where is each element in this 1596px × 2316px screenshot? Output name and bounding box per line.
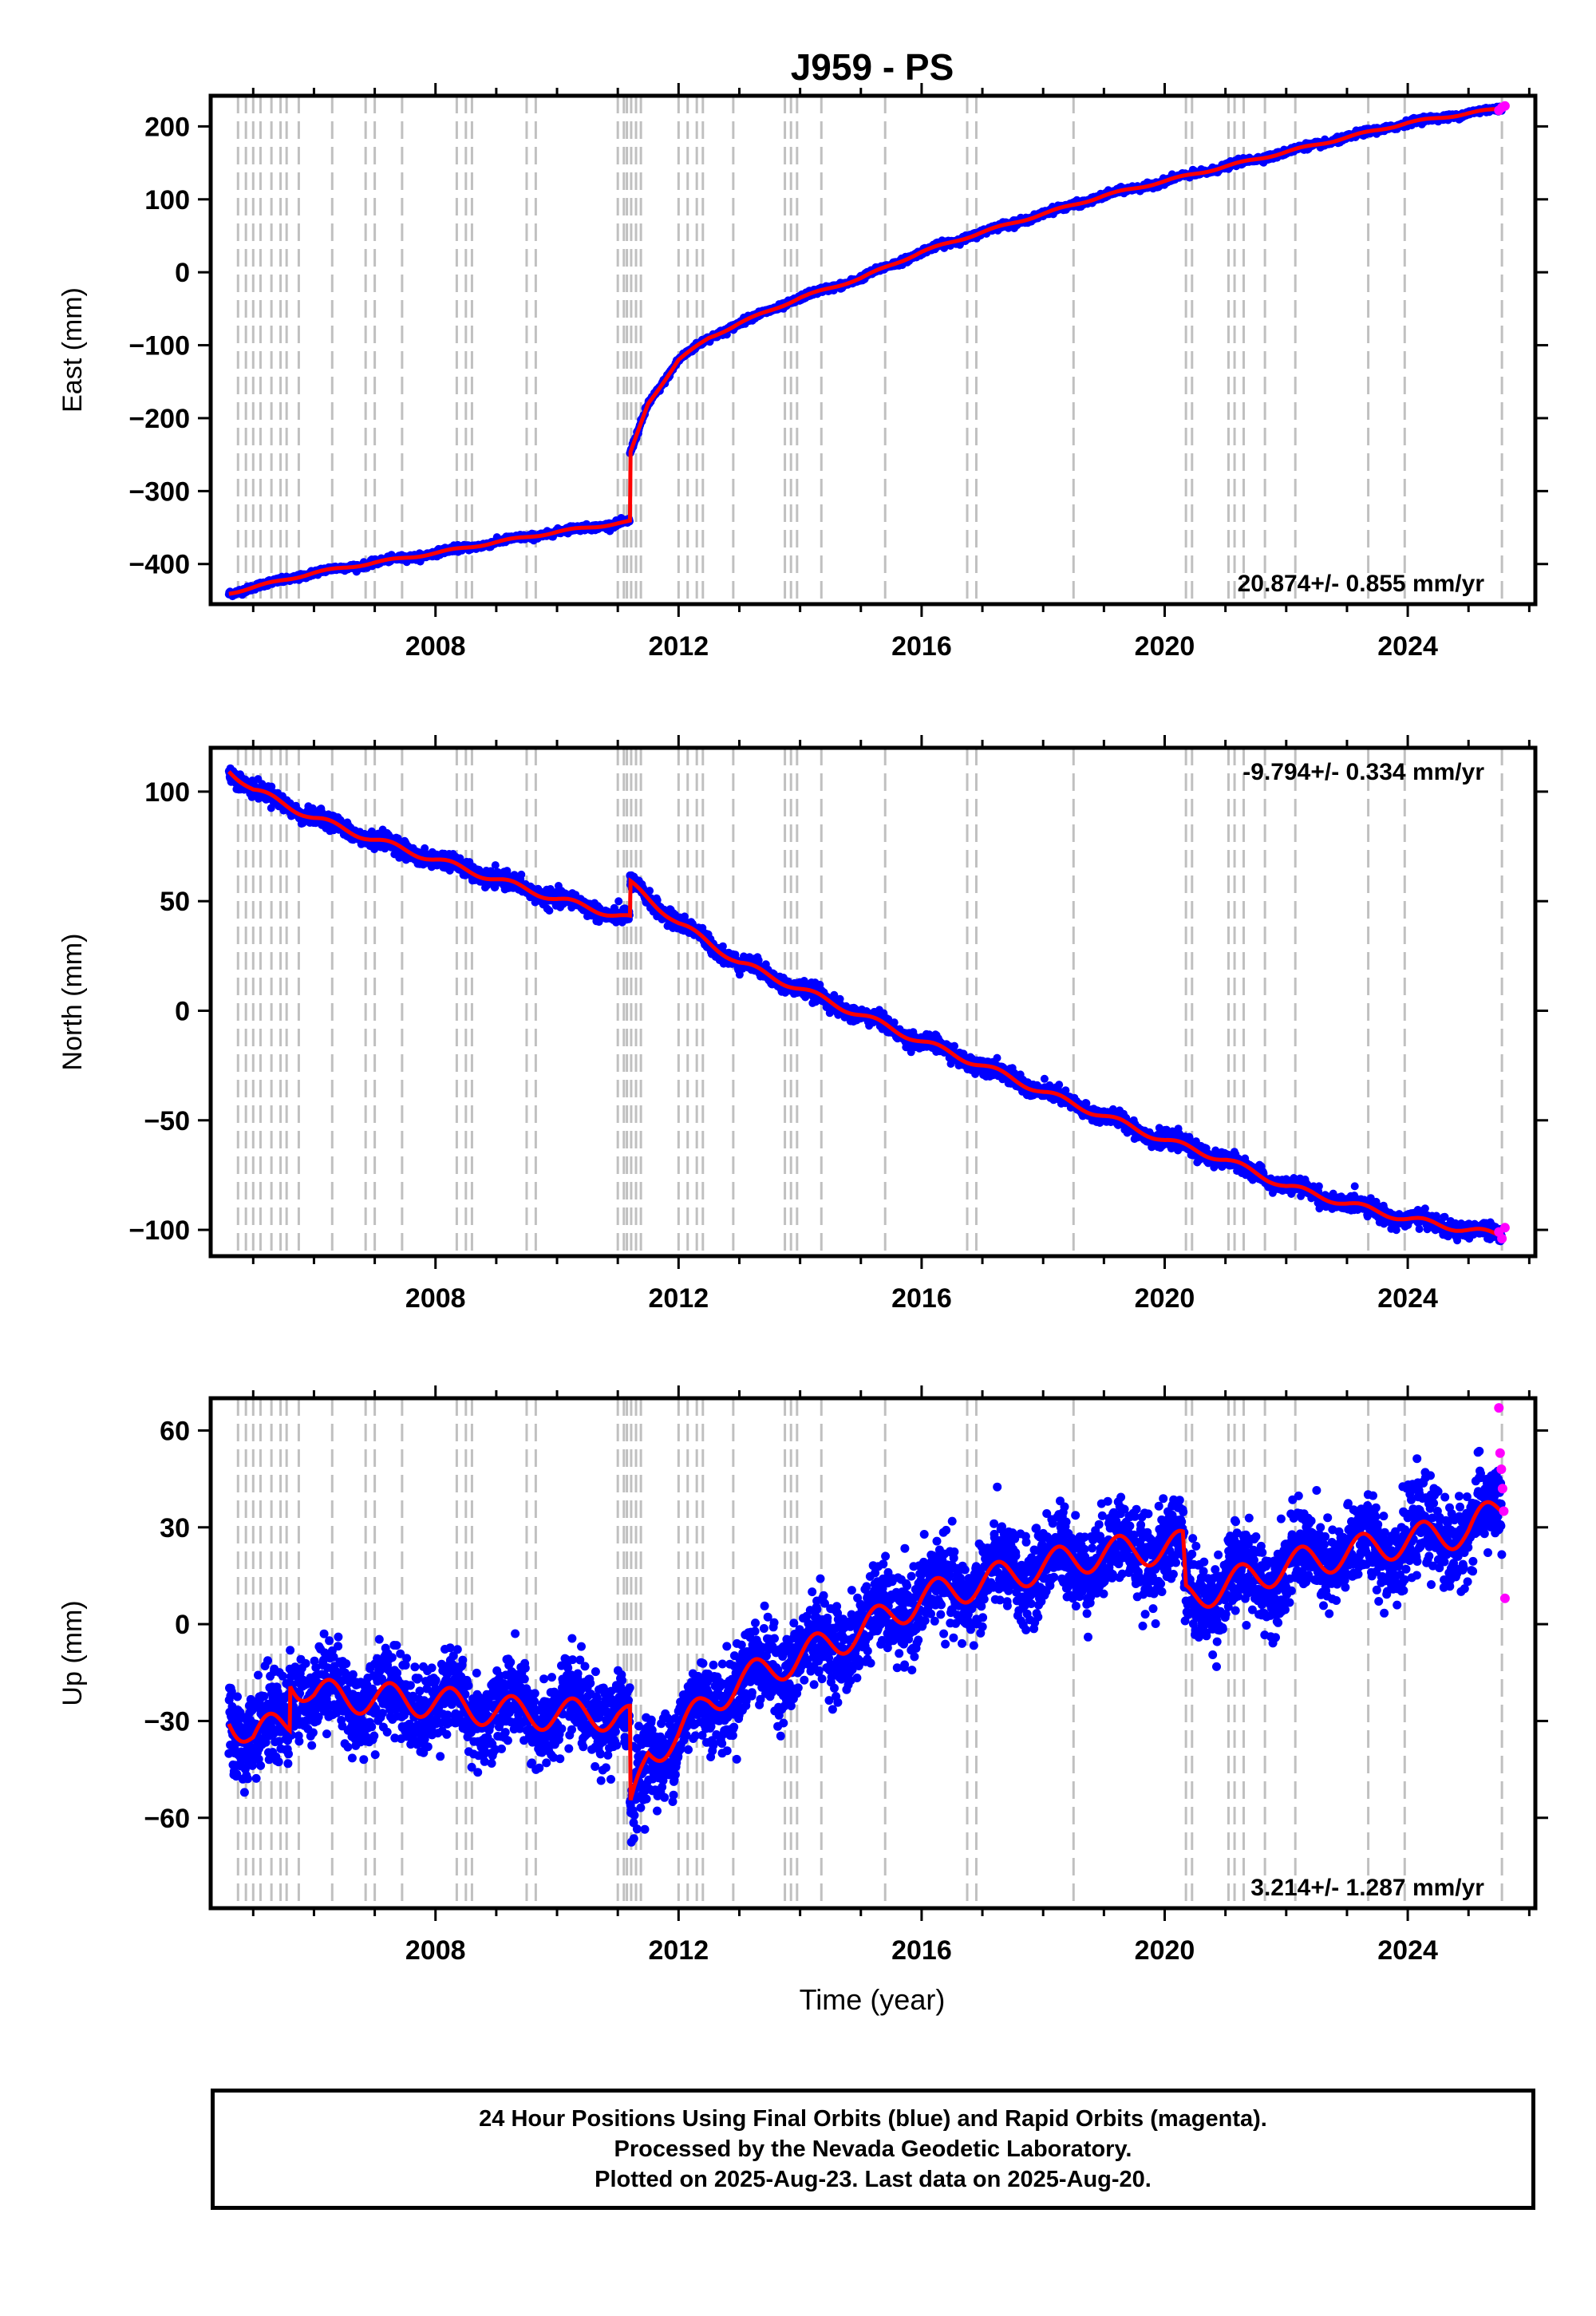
chart-title: J959 - PS <box>791 46 954 88</box>
x-tick-label: 2024 <box>1377 631 1438 662</box>
panels-group: 200 100 0 −100 −200 −300 −400 2008 2012 2016 2020 2… <box>57 83 1548 1966</box>
x-tick-label: 2016 <box>891 631 952 662</box>
final-orbit-points-north <box>224 764 1506 1246</box>
y-tick-label: −200 <box>128 404 190 434</box>
data-point <box>491 861 500 870</box>
data-point <box>517 870 526 879</box>
panel-east: 200 100 0 −100 −200 −300 −400 2008 2012 2016 2020 2… <box>57 83 1548 662</box>
plot-frame-east <box>208 93 1538 607</box>
y-tick-label: 200 <box>144 112 190 142</box>
data-point <box>646 887 654 895</box>
x-tick-label: 2020 <box>1135 631 1195 662</box>
y-tick-label: 100 <box>144 185 190 215</box>
data-point <box>545 907 554 915</box>
y-tick-label: 0 <box>175 258 190 288</box>
final-orbit-points-east <box>224 102 1506 601</box>
y-tick-label: −300 <box>128 476 190 507</box>
y-tick-label: −100 <box>128 331 190 362</box>
x-tick-label: 2008 <box>405 631 466 662</box>
x-tick-label: 2012 <box>649 631 709 662</box>
data-point <box>614 897 623 906</box>
y-axis-label-east: East (mm) <box>57 287 88 413</box>
rapid-orbit-points-east <box>1494 101 1510 116</box>
model-fit-line-east <box>228 106 1506 596</box>
y-tick-label: −400 <box>128 550 190 580</box>
rapid-point <box>1499 101 1510 111</box>
plot-area-north <box>224 748 1510 1256</box>
plot-area-east <box>224 96 1510 604</box>
rate-annotation-east: 20.874+/- 0.855 mm/yr <box>1238 571 1485 597</box>
